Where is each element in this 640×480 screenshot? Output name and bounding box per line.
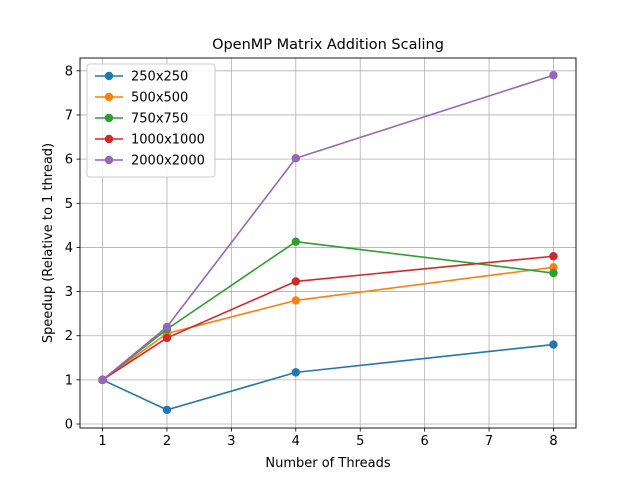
legend-entry: 2000x2000 bbox=[95, 154, 205, 169]
legend-entry: 250x250 bbox=[95, 70, 188, 85]
y-tick-label: 3 bbox=[65, 285, 73, 300]
legend-entry: 750x750 bbox=[95, 112, 188, 127]
series-line bbox=[102, 343, 554, 411]
legend-marker bbox=[104, 71, 114, 81]
legend-box bbox=[86, 63, 216, 178]
data-point bbox=[162, 405, 172, 415]
x-tick-label: 3 bbox=[227, 434, 235, 449]
y-axis-ticks: 0 1 2 3 4 5 6 7 8 bbox=[65, 64, 80, 433]
data-point bbox=[291, 277, 300, 286]
series-line bbox=[102, 255, 554, 381]
data-point bbox=[291, 368, 300, 377]
legend-entry: 500x500 bbox=[95, 91, 188, 106]
plot-area-frame bbox=[79, 57, 577, 429]
legend-marker bbox=[104, 113, 114, 123]
y-tick-label: 0 bbox=[65, 418, 73, 433]
y-tick-label: 6 bbox=[65, 153, 73, 168]
data-point bbox=[291, 154, 300, 163]
series-line bbox=[102, 240, 554, 381]
legend-label: 250x250 bbox=[131, 70, 188, 85]
x-tick-label: 1 bbox=[98, 434, 106, 449]
legend-marker bbox=[104, 155, 114, 165]
y-tick-label: 7 bbox=[65, 108, 73, 123]
x-tick-label: 2 bbox=[163, 434, 171, 449]
data-point bbox=[162, 322, 172, 332]
legend: 250x250 500x500 750x750 1000x1000 2000x2000 bbox=[86, 63, 216, 178]
data-point bbox=[549, 340, 558, 349]
legend-marker bbox=[104, 92, 114, 102]
data-point bbox=[549, 263, 558, 272]
x-axis-label: Number of Threads bbox=[265, 456, 390, 471]
series-line bbox=[102, 74, 554, 381]
y-tick-label: 2 bbox=[65, 329, 73, 344]
legend-entry: 1000x1000 bbox=[95, 133, 205, 148]
grid-lines bbox=[80, 58, 576, 428]
data-point bbox=[162, 333, 172, 343]
y-tick-label: 4 bbox=[65, 241, 73, 256]
data-point bbox=[549, 268, 558, 278]
y-tick-label: 5 bbox=[65, 197, 73, 212]
chart-title: OpenMP Matrix Addition Scaling bbox=[212, 37, 444, 53]
x-tick-label: 4 bbox=[292, 434, 300, 449]
y-axis-label: Speedup (Relative to 1 thread) bbox=[41, 143, 56, 343]
legend-label: 500x500 bbox=[131, 91, 188, 106]
x-tick-label: 8 bbox=[549, 434, 557, 449]
legend-label: 1000x1000 bbox=[131, 133, 205, 148]
x-tick-label: 6 bbox=[420, 434, 428, 449]
x-tick-label: 5 bbox=[356, 434, 364, 449]
data-point bbox=[291, 237, 300, 246]
series-line bbox=[102, 266, 554, 381]
plot-series bbox=[98, 71, 558, 415]
series-2000x2000 bbox=[98, 71, 558, 385]
data-point bbox=[98, 375, 107, 385]
data-point bbox=[291, 296, 300, 305]
y-tick-label: 1 bbox=[65, 373, 73, 388]
data-point bbox=[549, 252, 558, 261]
legend-label: 750x750 bbox=[131, 112, 188, 127]
legend-marker bbox=[104, 134, 114, 144]
y-tick-label: 8 bbox=[65, 64, 73, 79]
x-tick-label: 7 bbox=[485, 434, 493, 449]
legend-label: 2000x2000 bbox=[131, 154, 205, 169]
x-axis-ticks: 1 2 3 4 5 6 7 8 bbox=[98, 428, 558, 449]
data-point bbox=[549, 71, 558, 80]
